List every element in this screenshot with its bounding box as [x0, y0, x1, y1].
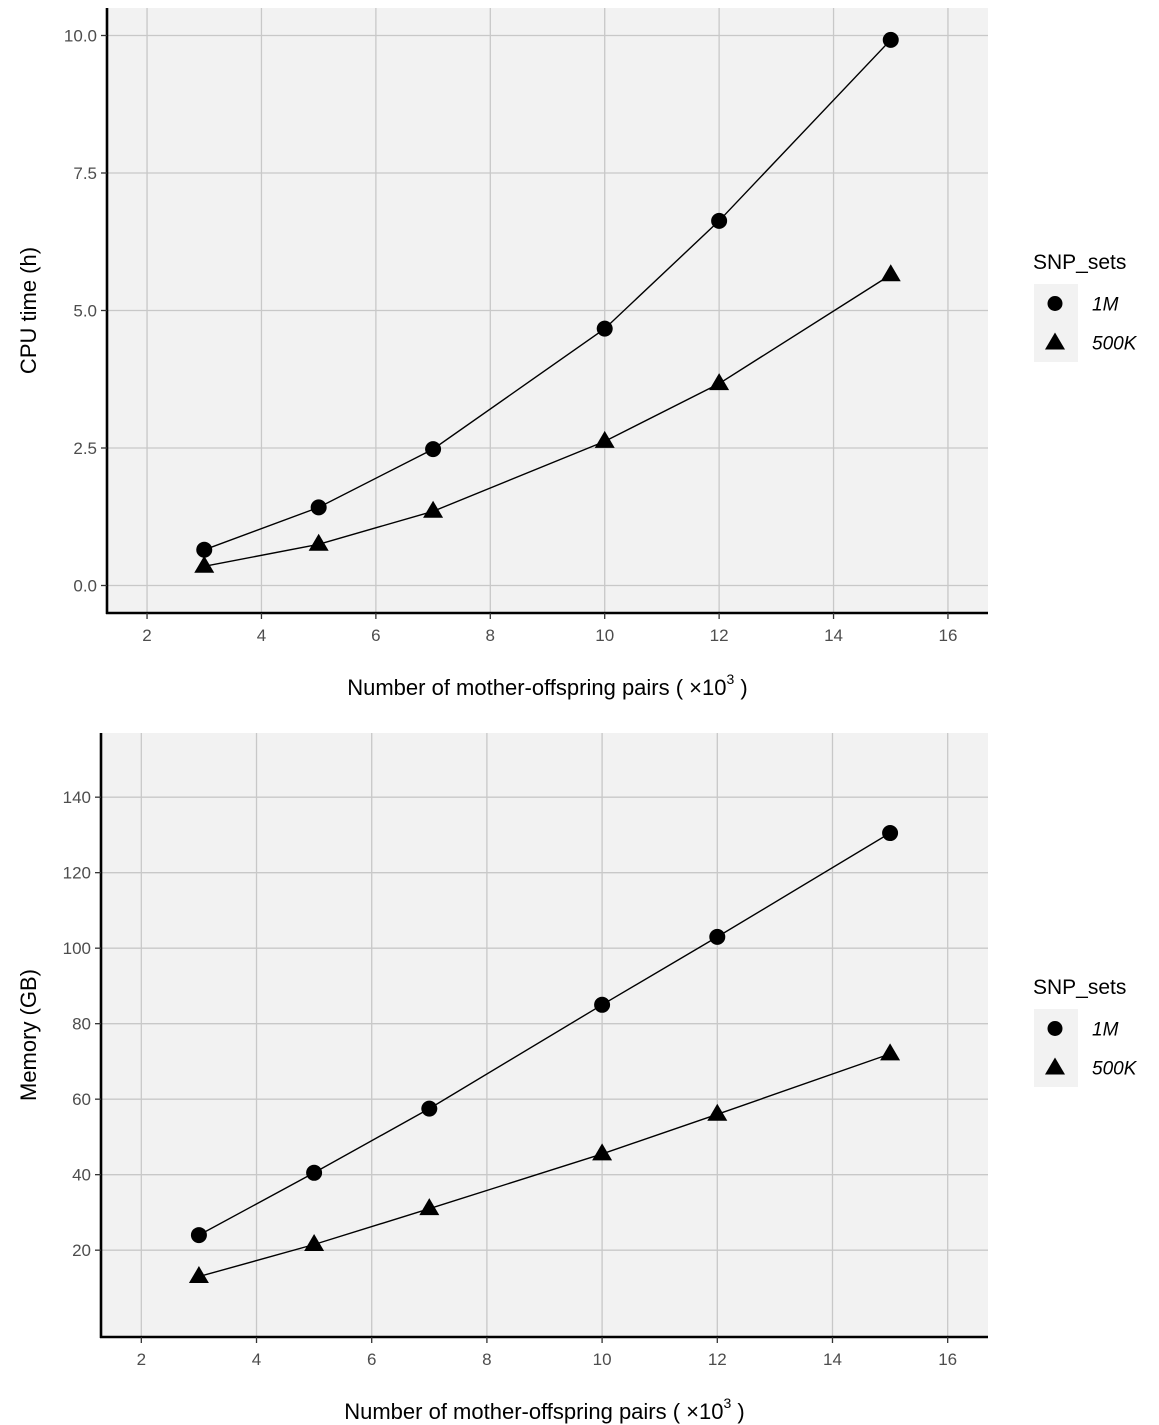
y-tick-label: 7.5 — [73, 164, 97, 183]
data-point-500K — [419, 1198, 440, 1216]
x-tick-label: 14 — [824, 626, 843, 645]
legend-label-500K: 500K — [1092, 334, 1138, 355]
x-tick-label: 10 — [595, 626, 614, 645]
data-point-1M — [882, 825, 899, 842]
legend-label-500K: 500K — [1092, 1059, 1138, 1080]
y-tick-label: 0.0 — [73, 577, 97, 596]
data-point-1M — [882, 31, 899, 48]
data-point-500K — [592, 1143, 613, 1161]
data-point-1M — [709, 928, 726, 945]
data-point-1M — [594, 996, 611, 1013]
chart-panel-2: 2 4 6 8 10 12 14 16 20 40 60 80 100 120 140 Number of m… — [16, 733, 1138, 1424]
series-line-500K — [204, 274, 892, 567]
data-point-500K — [880, 264, 901, 282]
x-tick-label: 12 — [710, 626, 729, 645]
data-point-500K — [304, 1233, 325, 1251]
legend-label-1M: 1M — [1092, 295, 1119, 316]
y-tick-label: 5.0 — [73, 302, 97, 321]
x-tick-label: 10 — [593, 1350, 612, 1369]
data-point-1M — [421, 1100, 438, 1117]
series-line-500K — [198, 1053, 891, 1278]
legend: SNP_sets 1M 500K — [1033, 251, 1138, 362]
data-point-500K — [188, 1266, 209, 1284]
series-line-1M — [204, 39, 892, 551]
x-tick-label: 6 — [371, 626, 380, 645]
x-tick-label: 2 — [142, 626, 151, 645]
plot-panel-background — [101, 733, 988, 1337]
legend-key-500K — [1045, 332, 1065, 350]
data-point-1M — [425, 441, 442, 458]
y-tick-label: 40 — [72, 1166, 91, 1185]
data-point-500K — [707, 1103, 728, 1121]
x-tick-label: 16 — [938, 1350, 957, 1369]
data-point-1M — [190, 1227, 207, 1244]
y-tick-label: 2.5 — [73, 439, 97, 458]
series-line-1M — [198, 832, 891, 1236]
data-point-500K — [880, 1043, 901, 1061]
x-tick-label: 14 — [823, 1350, 842, 1369]
x-tick-label: 16 — [938, 626, 957, 645]
x-tick-label: 2 — [137, 1350, 146, 1369]
data-point-1M — [596, 320, 613, 337]
legend: SNP_sets 1M 500K — [1033, 976, 1138, 1087]
legend-title: SNP_sets — [1033, 251, 1126, 274]
x-tick-label: 12 — [708, 1350, 727, 1369]
x-axis-title: Number of mother-offspring pairs ( ×103 … — [344, 1395, 745, 1424]
y-tick-label: 100 — [63, 939, 91, 958]
x-tick-label: 4 — [257, 626, 266, 645]
legend-key-1M — [1047, 296, 1063, 311]
data-point-1M — [196, 541, 213, 558]
data-point-500K — [308, 533, 329, 551]
x-tick-label: 6 — [367, 1350, 376, 1369]
legend-key-1M — [1047, 1021, 1063, 1036]
data-point-1M — [306, 1164, 323, 1181]
y-axis-title: Memory (GB) — [16, 969, 41, 1101]
legend-label-1M: 1M — [1092, 1020, 1119, 1041]
y-tick-label: 120 — [63, 864, 91, 883]
y-tick-label: 140 — [63, 788, 91, 807]
y-tick-label: 20 — [72, 1241, 91, 1260]
data-point-500K — [709, 373, 730, 391]
data-point-1M — [711, 212, 728, 229]
chart-panel-1: 2 4 6 8 10 12 14 16 0.0 2.5 5.0 7.5 10.0 Number of mo… — [16, 8, 1138, 700]
data-point-500K — [594, 430, 615, 448]
data-point-1M — [310, 499, 327, 516]
y-tick-label: 10.0 — [64, 27, 97, 46]
legend-title: SNP_sets — [1033, 976, 1126, 999]
x-tick-label: 4 — [252, 1350, 261, 1369]
legend-key-500K — [1045, 1057, 1065, 1075]
data-point-500K — [423, 500, 444, 518]
x-tick-label: 8 — [482, 1350, 491, 1369]
y-tick-label: 60 — [72, 1090, 91, 1109]
y-tick-label: 80 — [72, 1015, 91, 1034]
data-point-500K — [194, 555, 215, 573]
x-tick-label: 8 — [486, 626, 495, 645]
x-axis-title: Number of mother-offspring pairs ( ×103 … — [347, 671, 748, 700]
y-axis-title: CPU time (h) — [16, 247, 41, 374]
